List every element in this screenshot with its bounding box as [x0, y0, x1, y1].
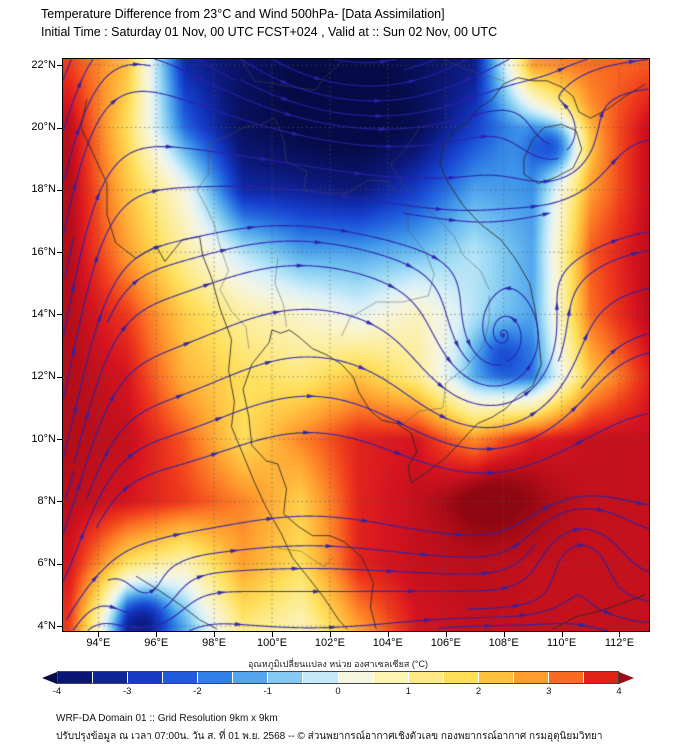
colorbar-segment: [93, 672, 128, 683]
lat-tick-label: 16°N: [31, 245, 56, 258]
lat-tick-label: 22°N: [31, 58, 56, 71]
colorbar-segment: [198, 672, 233, 683]
lon-tick-label: 108°E: [488, 637, 519, 649]
lat-tick-label: 4°N: [37, 619, 56, 632]
lon-axis-tick: [387, 632, 389, 637]
colorbar-segment: [513, 672, 548, 683]
lat-tick-label: 14°N: [31, 307, 56, 320]
lon-axis-tick: [98, 632, 100, 637]
colorbar-segment: [408, 672, 443, 683]
lon-axis-tick: [329, 632, 331, 637]
lon-tick-label: 96°E: [144, 637, 169, 649]
lon-axis-tick: [214, 632, 216, 637]
colorbar-segment: [233, 672, 268, 683]
colorbar-tick-label: -4: [52, 686, 62, 697]
lon-axis-tick: [445, 632, 447, 637]
lon-tick-label: 110°E: [546, 637, 577, 649]
colorbar-segment: [548, 672, 583, 683]
colorbar-segment: [58, 672, 93, 683]
lat-tick-label: 6°N: [37, 557, 56, 570]
colorbar-tick-label: 3: [546, 686, 552, 697]
figure-subtitle: Initial Time : Saturday 01 Nov, 00 UTC F…: [41, 25, 498, 39]
colorbar-segment: [303, 672, 338, 683]
colorbar-tick-label: 4: [616, 686, 622, 697]
footer-credit: ปรับปรุงข้อมูล ณ เวลา 07:00น. วัน ส. ที่…: [56, 731, 603, 742]
map-canvas: [63, 59, 649, 631]
lon-tick-label: 112°E: [604, 637, 635, 649]
colorbar-min-arrow-icon: [42, 671, 57, 684]
colorbar-segment: [268, 672, 303, 683]
colorbar-segment: [163, 672, 198, 683]
colorbar-tick-label: 0: [335, 686, 341, 697]
colorbar-segment: [583, 672, 618, 683]
lon-axis-tick: [272, 632, 274, 637]
colorbar-segment: [443, 672, 478, 683]
footer-domain-info: WRF-DA Domain 01 :: Grid Resolution 9km …: [56, 713, 278, 724]
colorbar-segment: [478, 672, 513, 683]
lat-tick-label: 10°N: [31, 432, 56, 445]
colorbar-label: อุณหภูมิเปลี่ยนแปลง หน่วย องศาเซลเซียส (…: [248, 659, 428, 669]
figure-title: Temperature Difference from 23°C and Win…: [41, 7, 445, 21]
lon-tick-label: 100°E: [256, 637, 288, 649]
lon-axis-tick: [561, 632, 563, 637]
lat-tick-label: 12°N: [31, 370, 56, 383]
lat-tick-label: 18°N: [31, 183, 56, 196]
lat-tick-label: 20°N: [31, 121, 56, 134]
map-plot-area: [62, 58, 650, 632]
colorbar-segment: [373, 672, 408, 683]
lat-tick-label: 8°N: [37, 494, 56, 507]
colorbar-gradient: [57, 671, 619, 684]
lon-axis-tick: [619, 632, 621, 637]
lon-tick-label: 104°E: [372, 637, 403, 649]
colorbar-tick-label: -2: [193, 686, 202, 697]
colorbar-max-arrow-icon: [619, 671, 634, 684]
colorbar-segment: [338, 672, 373, 683]
lon-axis-tick: [503, 632, 505, 637]
colorbar-tick-label: -1: [263, 686, 272, 697]
lon-tick-label: 106°E: [430, 637, 461, 649]
colorbar: [42, 671, 634, 684]
colorbar-segment: [128, 672, 163, 683]
lon-tick-label: 102°E: [314, 637, 345, 649]
colorbar-tick-label: -3: [123, 686, 132, 697]
lon-tick-label: 94°E: [86, 637, 111, 649]
lon-tick-label: 98°E: [202, 637, 227, 649]
lon-axis-tick: [156, 632, 158, 637]
colorbar-tick-label: 1: [405, 686, 411, 697]
colorbar-tick-label: 2: [475, 686, 482, 697]
